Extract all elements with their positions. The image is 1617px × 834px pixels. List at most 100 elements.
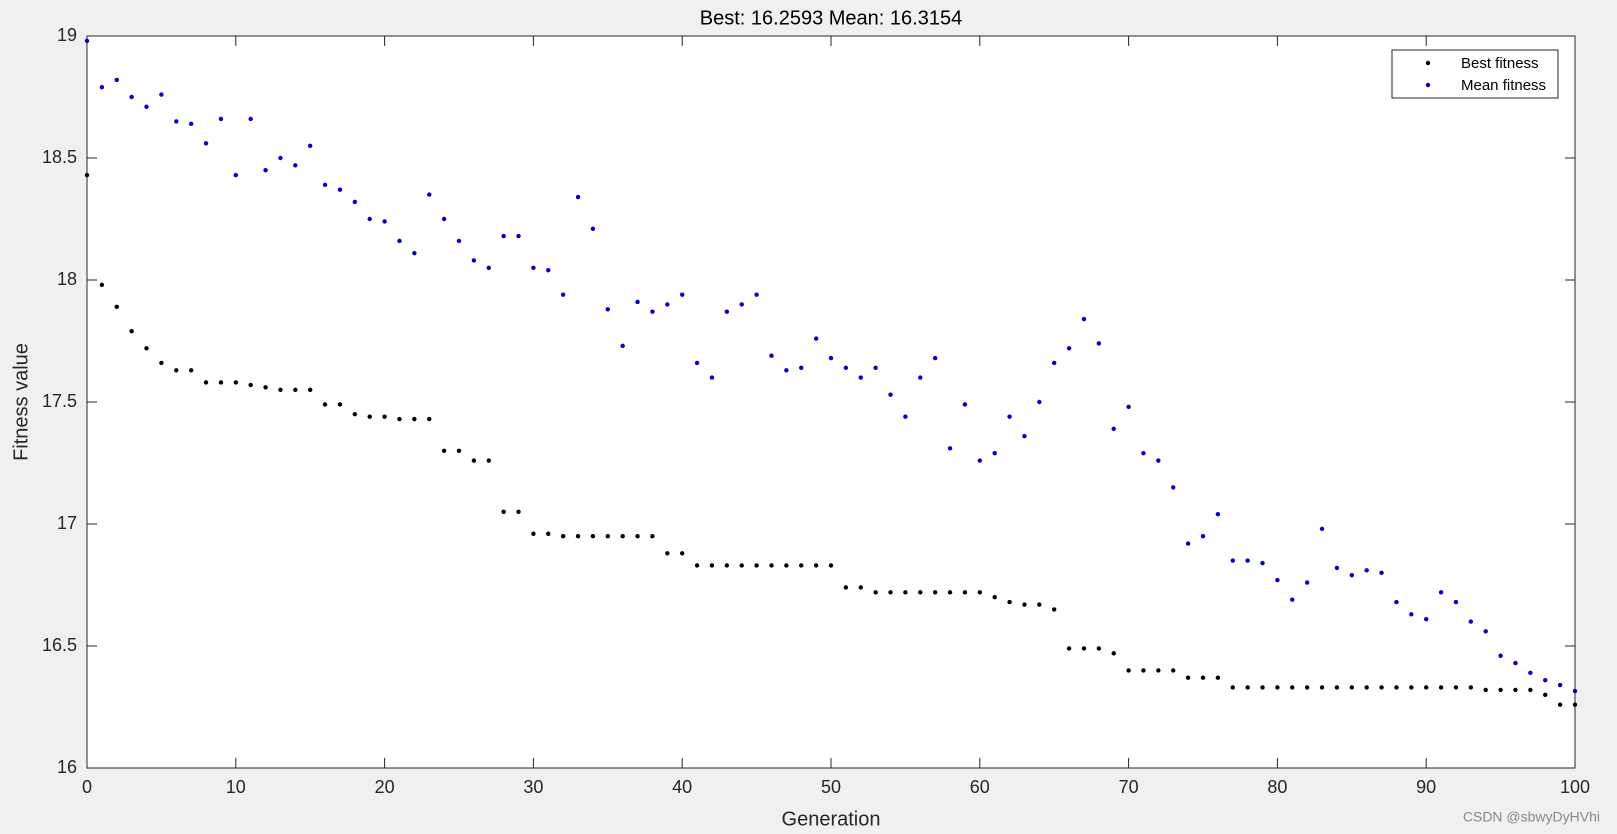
point	[784, 563, 789, 568]
point	[575, 534, 581, 539]
point	[159, 92, 164, 97]
point	[1096, 341, 1102, 346]
point	[337, 187, 343, 192]
point	[888, 392, 893, 397]
point	[1200, 675, 1206, 680]
point	[1007, 414, 1012, 419]
point	[1409, 612, 1414, 617]
point	[1468, 685, 1474, 690]
point	[843, 365, 849, 371]
point	[605, 307, 610, 312]
point	[1141, 668, 1146, 673]
point	[1498, 653, 1503, 658]
legend-marker	[1425, 60, 1431, 66]
point	[977, 458, 982, 463]
point	[992, 451, 997, 456]
watermark: CSDN @sbwyDyHVhi	[1463, 809, 1600, 825]
point	[159, 360, 164, 366]
point	[99, 85, 105, 90]
plot-area	[87, 36, 1575, 768]
point	[590, 226, 596, 231]
point	[188, 368, 194, 373]
point	[1185, 541, 1191, 546]
y-tick-label: 19	[57, 25, 77, 45]
point	[575, 194, 581, 200]
point	[1557, 682, 1563, 688]
x-tick-label: 80	[1267, 777, 1287, 797]
x-tick-label: 50	[821, 777, 841, 797]
point	[1156, 668, 1161, 673]
point	[1037, 602, 1042, 607]
point	[903, 590, 908, 595]
point	[1364, 568, 1369, 573]
point	[1438, 590, 1444, 595]
point	[739, 302, 744, 307]
legend-marker	[1425, 82, 1431, 88]
point	[1498, 687, 1503, 693]
point	[397, 238, 402, 244]
point	[888, 590, 893, 595]
point	[843, 585, 849, 590]
point	[650, 534, 655, 539]
point	[858, 375, 863, 380]
point	[1126, 404, 1131, 410]
point	[1275, 577, 1280, 583]
point	[694, 563, 700, 568]
point	[174, 119, 179, 124]
point	[1424, 685, 1429, 690]
point	[516, 509, 521, 514]
point	[441, 216, 447, 222]
point	[560, 534, 566, 539]
point	[516, 233, 521, 239]
x-tick-label: 0	[82, 777, 92, 797]
point	[1424, 616, 1429, 622]
point	[308, 387, 313, 392]
point	[590, 534, 596, 539]
point	[1052, 607, 1057, 612]
point	[278, 155, 283, 161]
point	[1007, 599, 1012, 605]
point	[397, 416, 402, 422]
point	[1260, 685, 1265, 690]
point	[962, 402, 968, 407]
point	[977, 590, 982, 595]
point	[218, 116, 224, 122]
point	[1364, 685, 1369, 690]
point	[1438, 685, 1444, 690]
point	[427, 192, 432, 197]
point	[799, 365, 804, 371]
point	[1572, 688, 1578, 694]
point	[129, 94, 134, 100]
point	[784, 368, 789, 373]
point	[739, 563, 744, 568]
point	[665, 302, 670, 307]
point	[1572, 702, 1578, 707]
point	[1409, 685, 1414, 690]
point	[1319, 685, 1325, 690]
point	[1349, 573, 1355, 578]
point	[1483, 687, 1488, 693]
point	[932, 355, 938, 361]
point	[1334, 685, 1340, 690]
point	[1215, 512, 1221, 517]
point	[546, 531, 551, 536]
point	[114, 77, 119, 83]
point	[754, 292, 759, 297]
point	[1528, 670, 1533, 676]
point	[680, 551, 685, 556]
point	[1185, 675, 1191, 680]
point	[769, 353, 774, 358]
point	[1483, 629, 1488, 634]
point	[1260, 560, 1265, 566]
point	[278, 387, 283, 392]
point	[1096, 646, 1102, 651]
x-tick-label: 20	[375, 777, 395, 797]
point	[1557, 702, 1563, 707]
point	[546, 268, 551, 273]
point	[903, 414, 908, 419]
point	[1453, 685, 1459, 690]
point	[427, 416, 432, 422]
point	[828, 355, 834, 361]
point	[203, 141, 209, 146]
